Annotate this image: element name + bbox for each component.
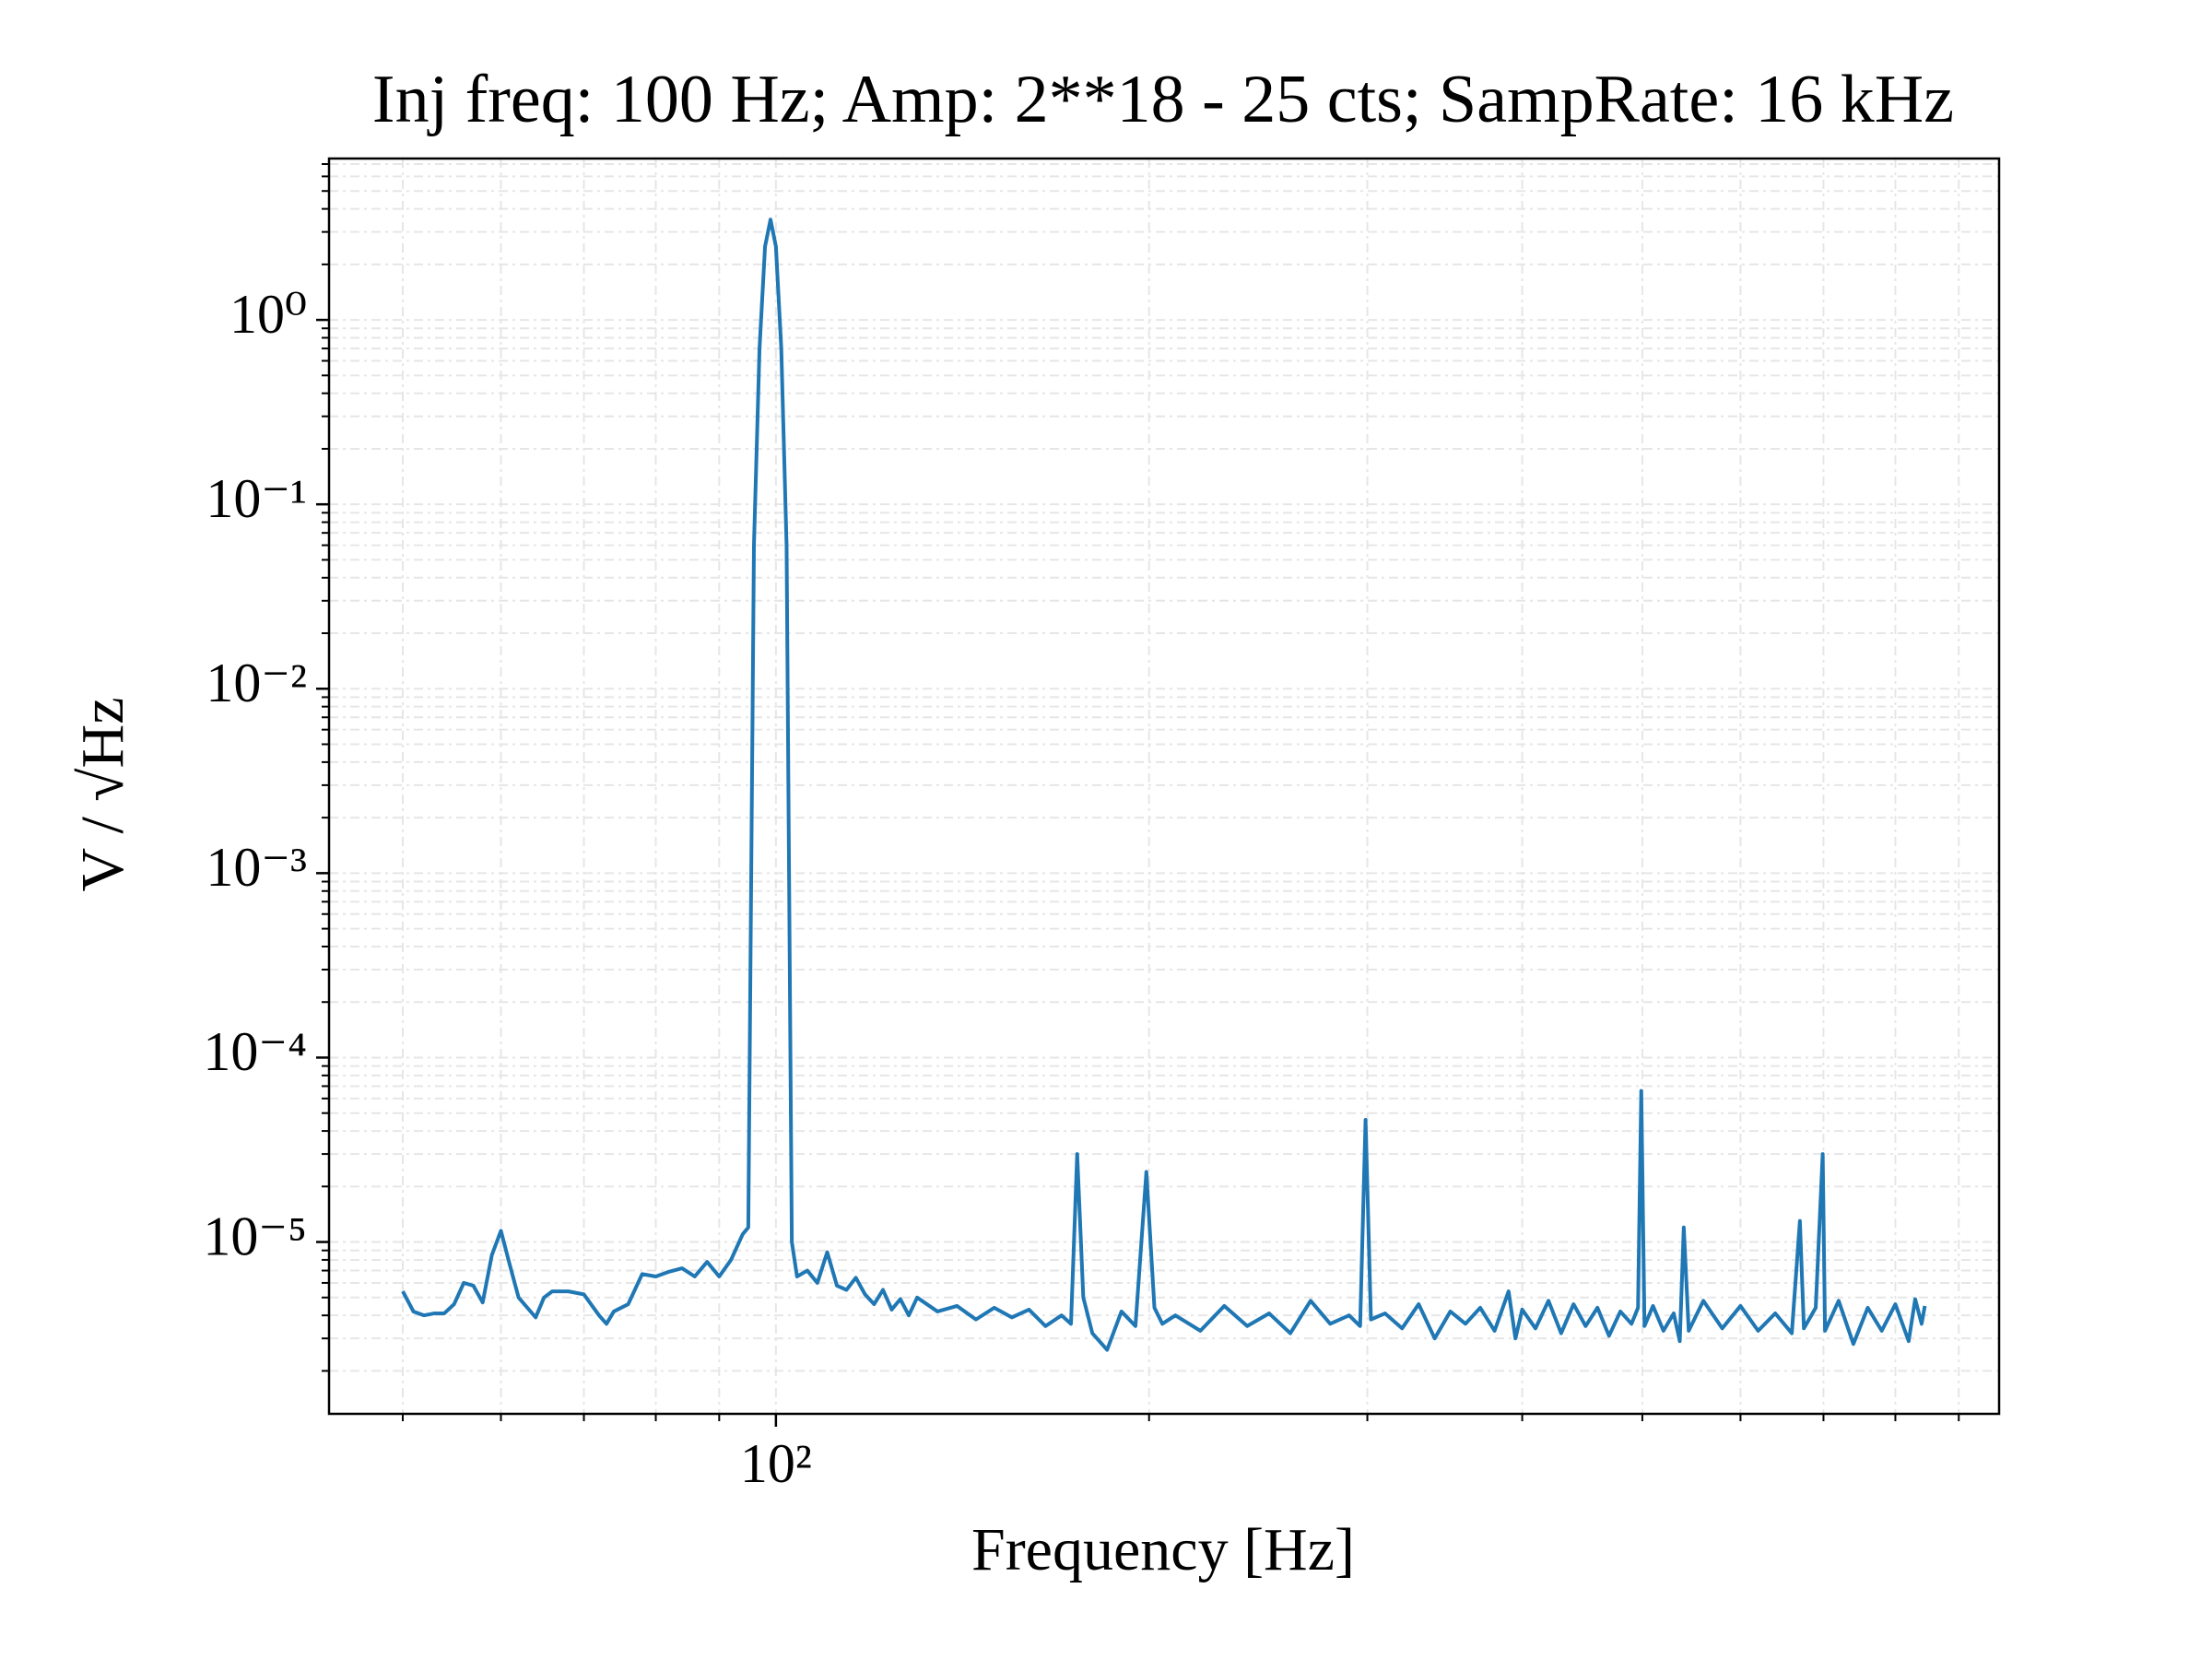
x-tick-label: 10² bbox=[740, 1433, 812, 1494]
x-axis-label: Frequency [Hz] bbox=[971, 1516, 1355, 1583]
data-line bbox=[401, 218, 1927, 1352]
y-tick-label: 10⁻⁵ bbox=[203, 1206, 307, 1266]
y-tick-label: 10⁰ bbox=[229, 284, 307, 345]
y-tick-label: 10⁻² bbox=[206, 653, 307, 713]
y-tick-label: 10⁻³ bbox=[206, 837, 307, 898]
y-axis-label: V / √Hz bbox=[69, 698, 136, 892]
plot-area bbox=[401, 218, 1927, 1352]
axes-frame bbox=[327, 157, 2001, 1416]
y-tick-label: 10⁻¹ bbox=[206, 468, 307, 529]
y-tick-label: 10⁻⁴ bbox=[203, 1021, 307, 1082]
chart-title: Inj freq: 100 Hz; Amp: 2**18 - 25 cts; S… bbox=[372, 62, 1954, 137]
grid bbox=[329, 159, 1999, 1414]
